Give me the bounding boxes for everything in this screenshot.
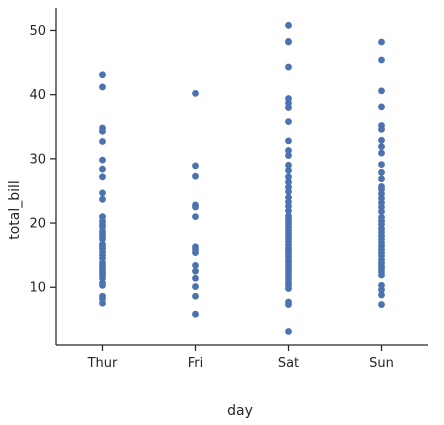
data-point <box>285 328 292 335</box>
data-point <box>99 189 106 197</box>
data-point <box>99 127 106 135</box>
data-point <box>378 175 385 183</box>
data-point <box>285 173 292 181</box>
data-point <box>378 208 385 215</box>
data-point <box>285 161 292 169</box>
x-tick-label: Sun <box>369 356 394 371</box>
data-point <box>285 301 292 308</box>
data-point <box>378 38 385 46</box>
data-point <box>192 292 199 300</box>
data-point <box>285 104 292 111</box>
data-point <box>378 161 385 169</box>
data-point <box>285 285 292 292</box>
y-axis-label: total_bill <box>7 180 23 240</box>
data-point <box>99 281 106 289</box>
data-point <box>99 165 106 173</box>
data-point <box>192 283 199 290</box>
data-point <box>378 143 385 151</box>
data-point <box>378 291 385 299</box>
data-point <box>285 21 292 29</box>
y-axis: 10 20 30 40 50 <box>29 8 57 345</box>
data-point <box>378 149 385 157</box>
data-point <box>378 301 385 308</box>
y-tick-label: 50 <box>29 24 46 39</box>
data-point <box>99 173 106 181</box>
data-point <box>99 156 106 164</box>
data-point <box>192 203 199 211</box>
data-point <box>99 83 106 91</box>
data-point <box>285 207 292 215</box>
data-point <box>192 249 199 256</box>
data-point <box>192 262 199 269</box>
data-point <box>378 136 385 144</box>
data-point <box>285 167 292 174</box>
x-tick-label: Fri <box>188 356 204 371</box>
x-tick-label: Sat <box>278 356 299 371</box>
data-point <box>285 152 292 160</box>
data-point <box>192 267 199 275</box>
y-tick-label: 10 <box>29 281 46 296</box>
data-point <box>378 286 385 294</box>
data-point <box>99 299 106 307</box>
data-point <box>285 147 292 154</box>
y-tick-label: 40 <box>29 88 46 103</box>
data-point <box>285 118 292 126</box>
data-point <box>378 56 385 64</box>
y-tick-label: 30 <box>29 152 46 167</box>
data-point <box>192 310 199 318</box>
data-point <box>99 138 106 145</box>
y-tick-label: 20 <box>29 217 46 232</box>
data-point <box>192 89 199 97</box>
data-point <box>285 63 292 71</box>
data-point <box>378 271 385 279</box>
data-point <box>378 125 385 133</box>
data-point <box>192 172 199 180</box>
x-axis-label: day <box>227 403 253 419</box>
data-points <box>99 21 385 335</box>
data-point <box>285 188 292 195</box>
data-point <box>99 235 106 243</box>
data-point <box>192 274 199 282</box>
x-axis: Thur Fri Sat Sun <box>56 344 428 371</box>
data-point <box>192 162 199 170</box>
data-point <box>192 213 199 221</box>
data-point <box>99 71 106 79</box>
data-point <box>378 103 385 111</box>
data-point <box>285 38 292 46</box>
data-point <box>99 195 106 203</box>
x-tick-label: Thur <box>87 356 118 371</box>
data-point <box>285 178 292 186</box>
data-point <box>285 137 292 145</box>
data-point <box>378 168 385 176</box>
data-point <box>378 87 385 95</box>
